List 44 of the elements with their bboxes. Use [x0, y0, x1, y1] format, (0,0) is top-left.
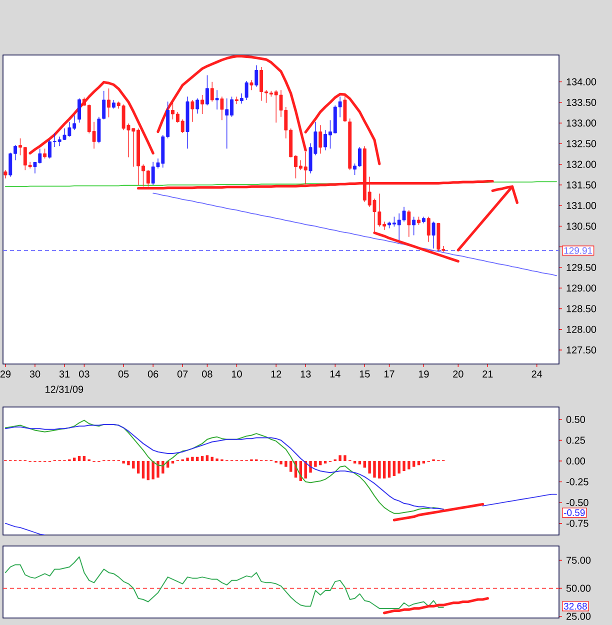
y-tick-label: 134.00: [566, 78, 596, 86]
x-tick-label: 31: [59, 370, 70, 378]
x-tick-label: 15: [360, 370, 370, 378]
x-tick-label: 20: [453, 370, 464, 378]
x-tick-label: 24: [532, 370, 542, 378]
y-tick-label: 0.50: [566, 416, 586, 423]
x-tick-label: 13: [300, 370, 311, 378]
y-tick-label: -0.75: [566, 520, 588, 527]
y-tick-label: 25.00: [566, 612, 591, 620]
y-tick-label: 128.00: [566, 326, 596, 333]
y-tick-label: 127.50: [566, 346, 596, 354]
y-tick-label: 131.50: [566, 181, 596, 188]
y-tick-label: 131.00: [566, 202, 596, 210]
x-tick-label: 08: [202, 370, 212, 378]
x-tick-label: 03: [79, 370, 90, 378]
y-tick-label: 0.00: [566, 457, 586, 465]
x-tick-label: 14: [330, 370, 340, 378]
text: 32.68: [564, 602, 587, 610]
x-tick-label: 12: [271, 370, 282, 378]
x-tick-label: 07: [177, 370, 188, 378]
y-tick-label: 50.00: [566, 584, 591, 592]
y-tick-label: -0.25: [566, 478, 588, 486]
x-tick-label: 17: [384, 370, 394, 378]
x-tick-label: 10: [232, 370, 242, 378]
y-tick-label: 75.00: [566, 556, 591, 564]
ref-line-label: 129.91: [564, 247, 592, 254]
x-tick-label: 05: [118, 370, 129, 378]
x-tick-label: 29: [0, 370, 11, 378]
x-tick-label: 21: [482, 370, 493, 378]
x-tick-label: 06: [148, 370, 158, 378]
x-tick-label: 30: [30, 370, 40, 378]
y-tick-label: 129.00: [566, 284, 596, 292]
y-tick-label: 132.00: [566, 160, 596, 168]
y-tick-label: -0.50: [566, 499, 588, 506]
y-tick-label: 128.50: [566, 305, 596, 312]
y-tick-label: 129.50: [566, 264, 596, 271]
x-axis-title: 12/31/09: [46, 386, 84, 393]
x-tick-label: 19: [418, 370, 429, 378]
text: -0.59: [564, 509, 585, 516]
y-tick-label: 130.50: [566, 222, 596, 230]
y-tick-label: 132.50: [566, 140, 596, 148]
y-tick-label: 0.25: [566, 436, 585, 444]
y-tick-label: 133.50: [566, 98, 596, 106]
y-tick-label: 133.00: [566, 120, 596, 127]
